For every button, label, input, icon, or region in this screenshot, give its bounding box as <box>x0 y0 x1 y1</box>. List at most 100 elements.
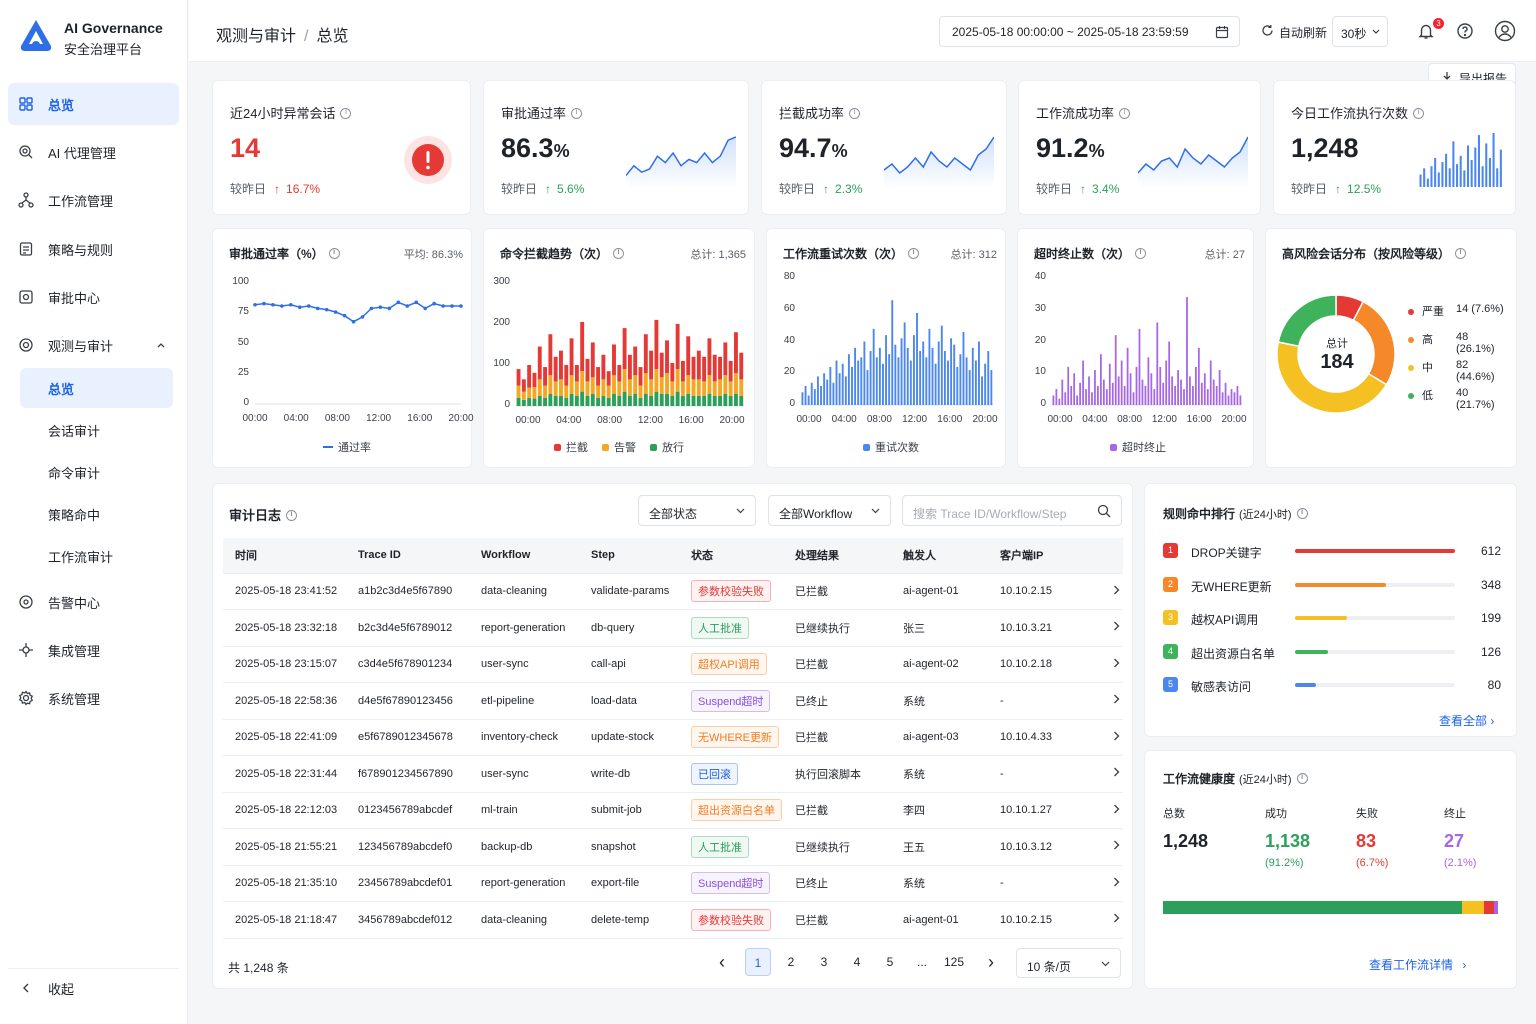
info-icon[interactable] <box>1455 247 1467 259</box>
bar <box>1105 389 1108 405</box>
breadcrumb: 观测与审计 / 总览 <box>216 22 348 46</box>
info-icon[interactable] <box>1296 507 1308 519</box>
sidebar-item-alert[interactable]: 告警中心 <box>8 581 179 623</box>
info-icon[interactable] <box>613 247 625 259</box>
ranking-item[interactable]: 2 无WHERE更新 348 <box>1163 575 1501 595</box>
sidebar-subitem-session-audit[interactable]: 会话审计 <box>48 423 101 439</box>
bar <box>968 370 971 405</box>
auto-refresh-toggle[interactable]: 自动刷新 <box>1261 24 1327 41</box>
sidebar-item-integration[interactable]: 集成管理 <box>8 629 179 671</box>
page-button[interactable]: 5 <box>886 955 894 969</box>
spark-bar <box>1456 164 1459 187</box>
info-icon[interactable] <box>328 247 340 259</box>
bell-icon[interactable] <box>1417 22 1435 40</box>
status-filter-select[interactable]: 全部状态 <box>638 495 756 526</box>
ranking-item[interactable]: 4 超出资源白名单 126 <box>1163 642 1501 662</box>
chart-title-text: 命令拦截趋势（次） <box>500 247 609 261</box>
bar <box>1147 357 1150 405</box>
table-row[interactable]: 2025-05-18 23:15:07 c3d4e5f678901234 user-… <box>223 646 1123 683</box>
info-icon[interactable] <box>908 247 920 259</box>
sidebar-subitem-command-audit[interactable]: 命令审计 <box>48 465 101 481</box>
table-cell: d4e5f67890123456 <box>346 682 469 720</box>
table-row[interactable]: 2025-05-18 23:41:52 a1b2c3d4e5f67890 data-… <box>223 573 1123 610</box>
sidebar-item-workflow[interactable]: 工作流管理 <box>8 179 179 221</box>
sidebar-item-overview[interactable]: 总览 <box>8 83 179 125</box>
top-bar: 观测与审计 / 总览 2025-05-18 00:00:00 ~ 2025-05-1… <box>189 0 1536 62</box>
bar <box>838 373 841 405</box>
row-action[interactable] <box>1101 682 1123 720</box>
kpi-delta: 16.7% <box>286 182 321 196</box>
ranking-item[interactable]: 5 敏感表访问 80 <box>1163 675 1501 695</box>
table-cell: 已拦截 <box>783 719 891 756</box>
ranking-item[interactable]: 3 越权API调用 199 <box>1163 608 1501 628</box>
info-icon[interactable] <box>286 509 298 521</box>
sidebar-item-system[interactable]: 系统管理 <box>8 677 179 719</box>
row-action[interactable] <box>1101 865 1123 902</box>
table-row[interactable]: 2025-05-18 22:31:44 f678901234567890 user-… <box>223 755 1123 793</box>
workflow-detail-link[interactable]: 查看工作流详情 › <box>1369 956 1466 973</box>
sidebar-subitem-policy-hit[interactable]: 策略命中 <box>48 507 101 523</box>
rank-bar-track <box>1295 683 1455 687</box>
date-range-picker[interactable]: 2025-05-18 00:00:00 ~ 2025-05-18 23:59:5… <box>939 16 1240 47</box>
page-button[interactable]: 3 <box>820 955 828 969</box>
info-icon[interactable] <box>849 107 861 119</box>
bar <box>1153 389 1156 405</box>
legend-value: 48 (26.1%) <box>1456 331 1495 355</box>
bar-拦截 <box>585 358 590 382</box>
table-row[interactable]: 2025-05-18 22:12:03 0123456789abcdef ml-tr… <box>223 792 1123 829</box>
bar-告警 <box>686 375 691 394</box>
x-tick-label: 08:00 <box>1117 414 1143 425</box>
next-page-button[interactable]: › <box>988 952 994 972</box>
bar <box>816 376 819 405</box>
info-icon[interactable] <box>340 107 352 119</box>
search-icon[interactable] <box>1097 504 1111 518</box>
table-row[interactable]: 2025-05-18 21:35:10 23456789abcdef01 repor… <box>223 865 1123 902</box>
legend-swatch <box>650 444 657 451</box>
page-button[interactable]: 4 <box>853 955 861 969</box>
sidebar-item-label: 审批中心 <box>48 290 101 306</box>
table-cell: 已拦截 <box>783 573 891 610</box>
view-all-link[interactable]: 查看全部 › <box>1439 712 1494 729</box>
workflow-filter-select[interactable]: 全部Workflow <box>768 495 891 526</box>
sidebar-subitem-overview[interactable]: 总览 <box>20 368 173 408</box>
user-avatar-icon[interactable] <box>1494 20 1516 42</box>
sidebar-item-observe[interactable]: 观测与审计 <box>8 324 179 366</box>
table-cell: c3d4e5f678901234 <box>346 646 469 683</box>
info-icon[interactable] <box>1413 107 1425 119</box>
row-action[interactable] <box>1101 609 1123 647</box>
page-button[interactable]: 2 <box>787 955 795 969</box>
sidebar-item-agent[interactable]: AI 代理管理 <box>8 131 179 173</box>
chart-card-intercept-trend: 命令拦截趋势（次） 总计: 1,365 300 200 100 0 00:00 04:00 0… <box>483 228 755 468</box>
sidebar-subitem-workflow-audit[interactable]: 工作流审计 <box>48 549 114 565</box>
page-button[interactable]: 1 <box>745 948 771 976</box>
row-action[interactable] <box>1101 755 1123 793</box>
sidebar-item-policy[interactable]: 策略与规则 <box>8 228 179 270</box>
ranking-item[interactable]: 1 DROP关键字 612 <box>1163 541 1501 561</box>
table-row[interactable]: 2025-05-18 23:32:18 b2c3d4e5f6789012 repor… <box>223 609 1123 647</box>
row-action[interactable] <box>1101 646 1123 683</box>
table-row[interactable]: 2025-05-18 22:41:09 e5f6789012345678 inven… <box>223 719 1123 756</box>
breadcrumb-parent[interactable]: 观测与审计 <box>216 28 297 45</box>
info-icon[interactable] <box>1296 772 1308 784</box>
spark-area <box>626 137 736 189</box>
refresh-interval-select[interactable]: 30秒 <box>1332 16 1388 47</box>
table-row[interactable]: 2025-05-18 21:55:21 123456789abcdef0 backu… <box>223 828 1123 866</box>
page-button[interactable]: 125 <box>943 955 965 969</box>
info-icon[interactable] <box>1135 247 1147 259</box>
help-icon[interactable] <box>1456 22 1474 40</box>
table-row[interactable]: 2025-05-18 22:58:36 d4e5f67890123456 etl-p… <box>223 682 1123 720</box>
row-action[interactable] <box>1101 828 1123 866</box>
collapse-button[interactable]: 收起 <box>8 968 179 1008</box>
row-action[interactable] <box>1101 901 1123 939</box>
kpi-card-intercept-rate: 拦截成功率 94.7% 较昨日 ↑ 2.3% <box>761 80 1007 215</box>
prev-page-button[interactable]: ‹ <box>719 952 725 972</box>
sidebar-item-approval[interactable]: 审批中心 <box>8 276 179 318</box>
search-input[interactable]: 搜索 Trace ID/Workflow/Step <box>902 495 1122 526</box>
row-action[interactable] <box>1101 573 1123 610</box>
row-action[interactable] <box>1101 719 1123 756</box>
info-icon[interactable] <box>571 107 583 119</box>
info-icon[interactable] <box>1119 107 1131 119</box>
row-action[interactable] <box>1101 792 1123 829</box>
page-size-select[interactable]: 10 条/页 <box>1016 948 1121 978</box>
table-row[interactable]: 2025-05-18 21:18:47 3456789abcdef012 data-… <box>223 901 1123 939</box>
